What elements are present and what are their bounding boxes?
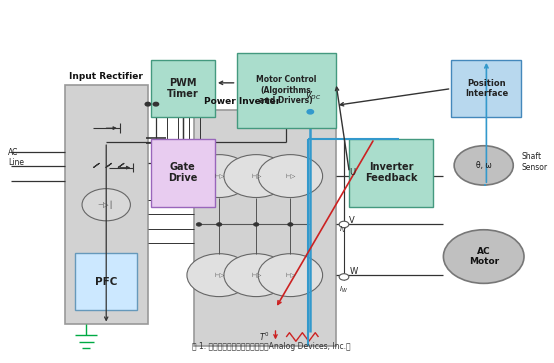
Text: θ, ω: θ, ω [476,161,491,170]
Bar [193,110,336,346]
Text: ⊢▷: ⊢▷ [285,273,295,278]
Circle shape [258,254,322,297]
Text: Inverter
Feedback: Inverter Feedback [365,162,417,183]
Text: ⊢▷: ⊢▷ [214,174,224,179]
Circle shape [224,155,289,197]
Text: U: U [350,168,356,177]
Circle shape [217,223,222,226]
Text: ⊣▷⎪: ⊣▷⎪ [98,200,115,209]
Text: ⊢▷: ⊢▷ [285,174,295,179]
Circle shape [339,221,349,228]
Text: W: W [350,267,358,276]
Circle shape [339,274,349,280]
Bar [350,139,433,207]
Circle shape [454,146,513,185]
Text: Position
Interface: Position Interface [465,79,508,98]
Bar [452,60,521,117]
Text: PWM
Timer: PWM Timer [167,78,199,99]
Bar [151,60,215,117]
Bar [151,139,215,207]
Text: $I_V$: $I_V$ [338,225,346,235]
Text: $T^0$: $T^0$ [259,331,270,343]
Text: 图 1. 闭环电机控制反馈系统。（：Analog Devices, Inc.）: 图 1. 闭环电机控制反馈系统。（：Analog Devices, Inc.） [192,342,351,351]
Circle shape [288,223,293,226]
Text: Input Rectifier: Input Rectifier [69,72,143,81]
Text: Power Inverter: Power Inverter [204,97,280,106]
Circle shape [443,230,524,284]
Text: AC
Line: AC Line [8,148,24,167]
Circle shape [224,254,289,297]
Circle shape [258,155,322,197]
Text: $V_{DC}$: $V_{DC}$ [305,89,321,102]
Circle shape [145,102,151,106]
Text: AC
Motor: AC Motor [469,247,499,266]
Circle shape [187,155,252,197]
Circle shape [196,223,202,226]
Text: ⊢▷: ⊢▷ [251,273,261,278]
Circle shape [153,102,158,106]
Circle shape [307,110,314,114]
Circle shape [82,189,130,221]
Text: $I_W$: $I_W$ [338,284,348,294]
Text: ⊢▷: ⊢▷ [251,174,261,179]
Circle shape [187,254,252,297]
Text: ⊢▷: ⊢▷ [214,273,224,278]
Text: Shaft
Sensor: Shaft Sensor [521,152,547,172]
Bar [237,53,336,128]
Bar [65,85,148,325]
Text: PFC: PFC [95,277,117,286]
Text: Motor Control
(Algorithms
and Drivers): Motor Control (Algorithms and Drivers) [256,76,316,105]
Text: V: V [350,216,355,225]
Bar [75,253,137,310]
Text: Gate
Drive: Gate Drive [168,162,197,183]
Circle shape [254,223,259,226]
